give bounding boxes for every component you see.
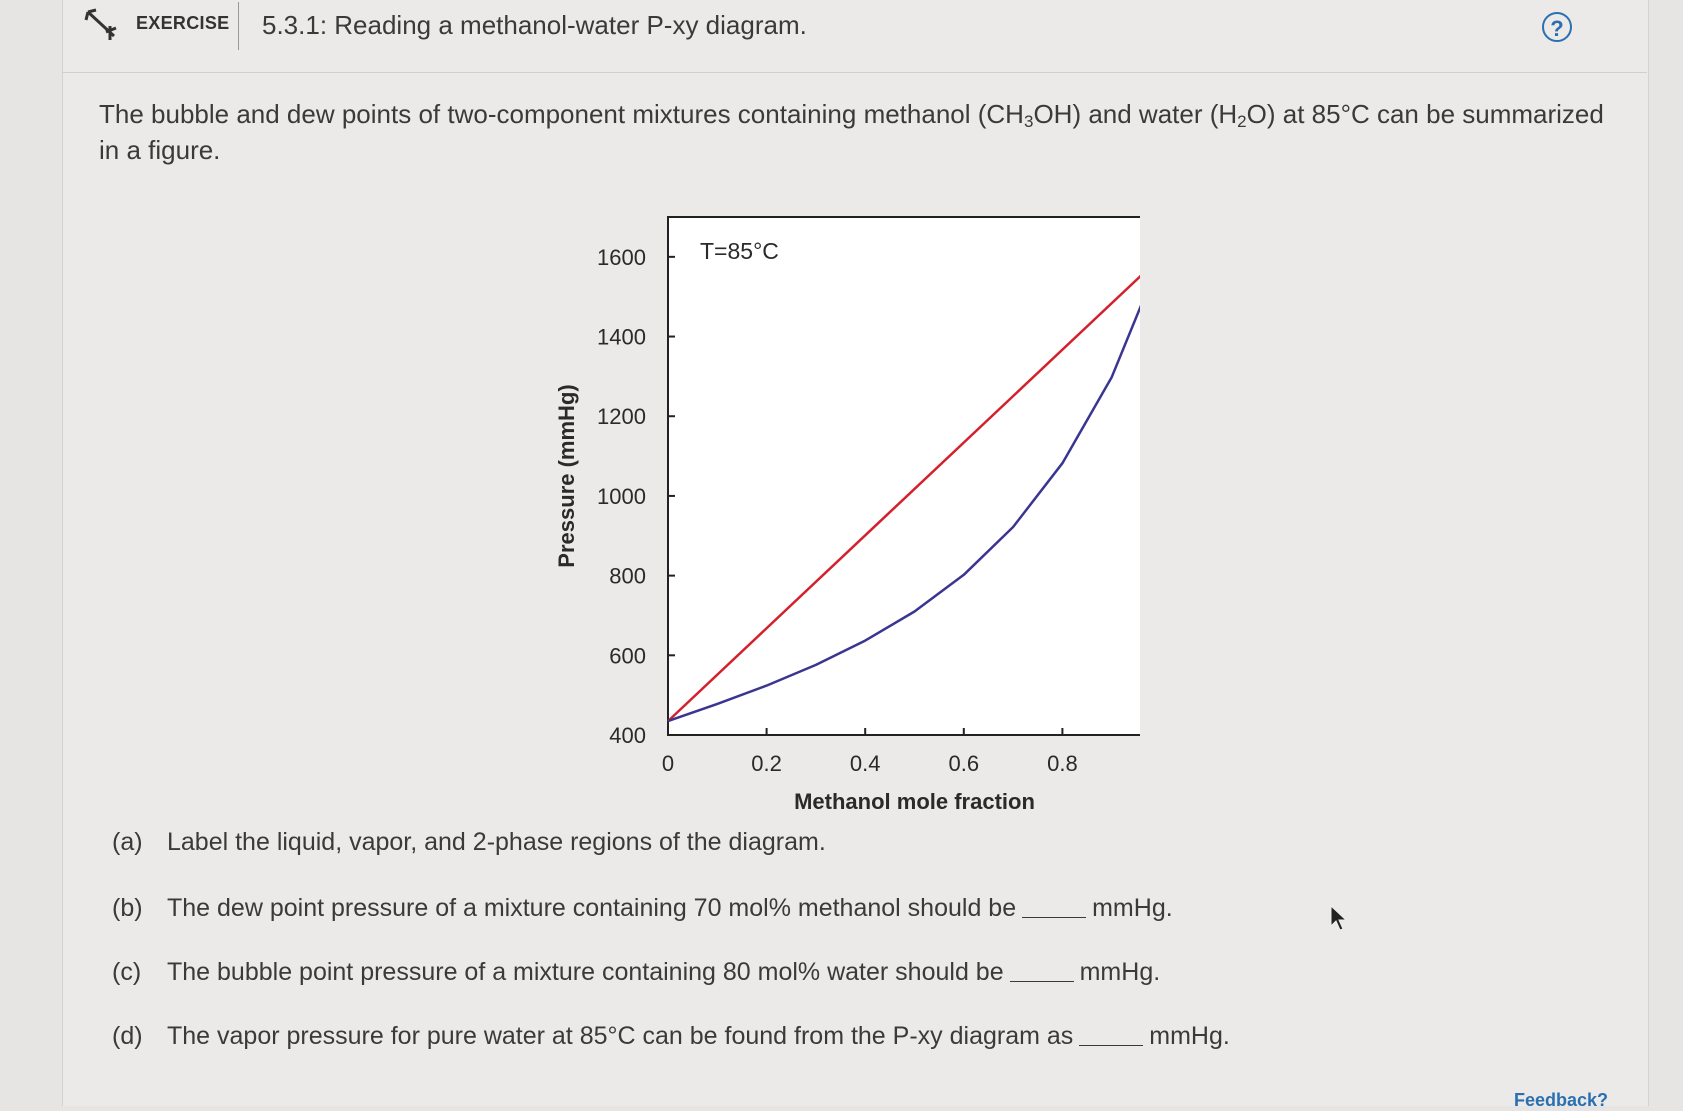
feedback-link[interactable]: Feedback? bbox=[1514, 1090, 1609, 1110]
intro-part-2: OH) and water (H bbox=[1033, 99, 1238, 129]
question-a: (a) Label the liquid, vapor, and 2-phase … bbox=[112, 828, 826, 857]
unit-label: mmHg. bbox=[1149, 1022, 1230, 1050]
unit-label: mmHg. bbox=[1079, 958, 1161, 986]
question-text: The vapor pressure for pure water at 85°… bbox=[167, 1022, 1074, 1050]
y-axis-label: Pressure (mmHg) bbox=[554, 384, 579, 567]
temperature-annotation: T=85°C bbox=[700, 238, 779, 264]
intro-part-3: O) at 85°C can be summarized in a figure… bbox=[99, 99, 1604, 165]
y-tick-label-4: 1200 bbox=[597, 404, 646, 429]
exercise-icon bbox=[84, 8, 117, 40]
x-tick-label-1: 0.2 bbox=[751, 751, 782, 776]
mouse-cursor-icon bbox=[1330, 904, 1348, 931]
intro-part-1: The bubble and dew points of two-compone… bbox=[99, 99, 1024, 129]
exercise-title: 5.3.1: Reading a methanol-water P-xy dia… bbox=[262, 10, 807, 40]
plot-area bbox=[667, 216, 1140, 736]
y-tick-label-0: 400 bbox=[609, 723, 646, 748]
exercise-label: EXERCISE bbox=[136, 13, 230, 33]
question-letter: (d) bbox=[112, 1022, 143, 1050]
answer-blank[interactable] bbox=[1009, 981, 1074, 982]
y-tick-label-5: 1400 bbox=[597, 325, 646, 350]
exercise-header: EXERCISE 5.3.1: Reading a methanol-water… bbox=[62, 0, 1647, 73]
question-text: The dew point pressure of a mixture cont… bbox=[167, 894, 1017, 922]
question-letter: (a) bbox=[112, 828, 143, 856]
x-tick-label-4: 0.8 bbox=[1047, 751, 1078, 776]
question-b: (b) The dew point pressure of a mixture c… bbox=[112, 894, 1173, 923]
answer-blank[interactable] bbox=[1022, 917, 1087, 918]
question-letter: (c) bbox=[112, 958, 142, 986]
unit-label: mmHg. bbox=[1092, 894, 1173, 922]
y-tick-label-1: 600 bbox=[609, 643, 646, 668]
x-tick-label-2: 0.4 bbox=[850, 751, 881, 776]
help-icon[interactable]: ? bbox=[1542, 12, 1572, 42]
x-axis-label: Methanol mole fraction bbox=[794, 789, 1035, 814]
question-text: Label the liquid, vapor, and 2-phase reg… bbox=[167, 828, 826, 856]
question-letter: (b) bbox=[112, 894, 143, 922]
question-c: (c) The bubble point pressure of a mixtur… bbox=[112, 958, 1160, 987]
header-divider bbox=[238, 2, 239, 50]
x-tick-label-0: 0 bbox=[662, 751, 674, 776]
pxy-diagram: 400600800100012001400160000.20.40.60.81T… bbox=[554, 216, 1140, 814]
y-tick-label-2: 800 bbox=[609, 564, 646, 589]
y-tick-label-6: 1600 bbox=[597, 245, 646, 270]
answer-blank[interactable] bbox=[1079, 1045, 1144, 1046]
dew-point-curve bbox=[667, 304, 1140, 723]
y-tick-label-3: 1000 bbox=[597, 484, 646, 509]
intro-text: The bubble and dew points of two-compone… bbox=[99, 96, 1619, 168]
x-tick-label-3: 0.6 bbox=[949, 751, 980, 776]
bubble-point-line bbox=[667, 274, 1140, 723]
question-d: (d) The vapor pressure for pure water at … bbox=[112, 1022, 1230, 1051]
question-text: The bubble point pressure of a mixture c… bbox=[167, 958, 1004, 986]
intro-subscript-1: 3 bbox=[1023, 112, 1034, 131]
intro-subscript-2: 2 bbox=[1237, 112, 1247, 131]
